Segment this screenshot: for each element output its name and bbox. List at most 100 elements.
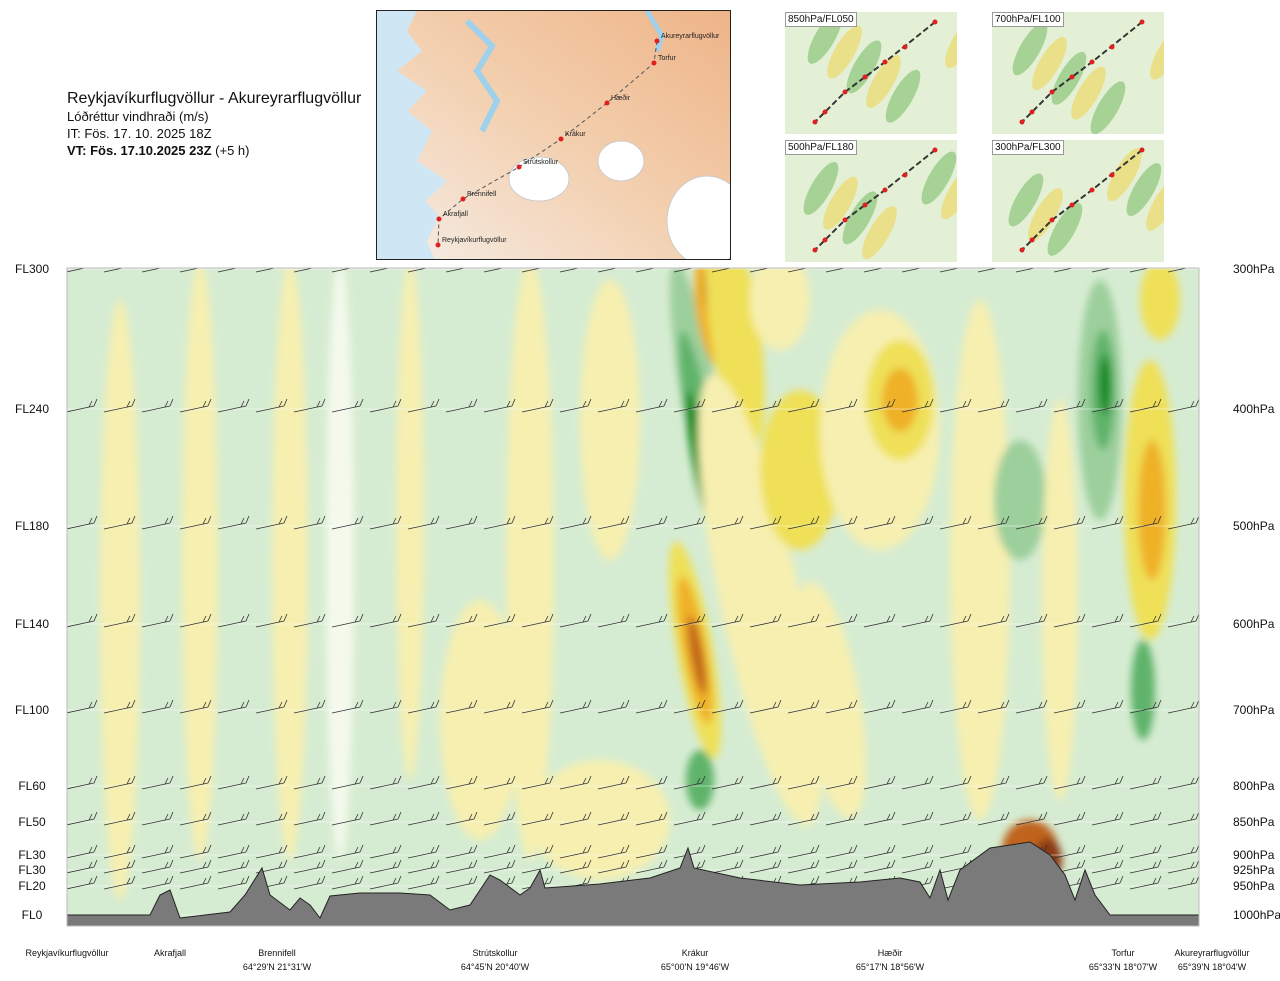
route-path	[437, 40, 658, 246]
thumb-waypoint	[932, 19, 938, 25]
wind-barb	[787, 699, 820, 714]
pressure-label: 700hPa	[1233, 703, 1275, 717]
wind-barb	[103, 613, 136, 628]
wind-barb	[179, 613, 212, 628]
thumb-waypoint	[842, 217, 848, 223]
wind-barb	[673, 811, 706, 826]
wind-barb	[217, 268, 239, 273]
route-map: Akureyrarflugvöllur Torfur Hæðir Krákur Strú…	[376, 10, 731, 260]
wind-barb	[597, 268, 619, 273]
wind-barb	[483, 699, 516, 714]
thumb-waypoint	[1089, 59, 1095, 65]
flight-level-label: FL30	[18, 848, 46, 862]
wind-barb	[787, 811, 820, 826]
wind-barb	[445, 859, 478, 874]
wind-barb	[939, 811, 972, 826]
thumb-waypoint	[932, 147, 938, 153]
pressure-label: 800hPa	[1233, 779, 1275, 793]
wind-barb	[141, 811, 174, 826]
wind-barb	[407, 398, 440, 413]
pressure-label: 400hPa	[1233, 402, 1275, 416]
wind-barb	[103, 844, 136, 859]
wind-barb	[597, 515, 630, 530]
wind-barb	[293, 398, 326, 413]
wind-barb	[293, 515, 326, 530]
thumb-waypoint	[902, 172, 908, 178]
wind-barb	[445, 875, 478, 890]
flight-level-label: FL0	[22, 908, 43, 922]
wind-barb	[901, 811, 934, 826]
wind-barb	[293, 811, 326, 826]
thumb-contour	[827, 25, 862, 79]
wind-barb	[521, 699, 554, 714]
wind-barb	[939, 398, 972, 413]
waypoint-label: Strútskollur	[523, 159, 559, 166]
wind-barb	[331, 859, 364, 874]
wind-barb	[825, 811, 858, 826]
wind-barb	[67, 613, 98, 628]
velocity-contour	[100, 300, 140, 900]
thumb-contour	[1090, 81, 1126, 134]
wind-barb	[217, 811, 250, 826]
thumb-contour	[1012, 22, 1048, 76]
wind-barb	[1129, 859, 1162, 874]
thumbnail-850hpa[interactable]: 850hPa/FL050	[785, 12, 957, 134]
wind-barb	[369, 613, 402, 628]
thumbnail-300hpa[interactable]: 300hPa/FL300	[992, 140, 1164, 262]
wind-barb	[1091, 811, 1124, 826]
wind-barb	[749, 859, 782, 874]
wind-barb	[825, 398, 858, 413]
wind-barb	[787, 398, 820, 413]
pressure-label: 850hPa	[1233, 815, 1275, 829]
valid-offset: (+5 h)	[215, 143, 250, 158]
wind-barb	[521, 268, 543, 273]
wind-barb	[1053, 398, 1086, 413]
glacier-langjokull	[508, 156, 570, 202]
wind-barb	[1091, 875, 1124, 890]
wind-barb	[863, 699, 896, 714]
flight-level-label: FL30	[18, 863, 46, 877]
thumb-waypoint	[1049, 89, 1055, 95]
wind-barb	[787, 268, 809, 273]
thumb-contour	[1008, 173, 1044, 227]
thumb-route	[814, 21, 936, 123]
vertical-velocity-field	[100, 268, 1180, 900]
flight-level-label: FL60	[18, 779, 46, 793]
velocity-contour	[182, 268, 218, 860]
wind-barb	[597, 699, 630, 714]
wind-barb	[977, 268, 999, 273]
wind-barb	[407, 875, 440, 890]
wind-barb	[1053, 268, 1075, 273]
location-label: Torfur	[1111, 948, 1134, 958]
location-label: Reykjavíkurflugvöllur	[25, 948, 108, 958]
thumbnail-label: 700hPa/FL100	[992, 12, 1064, 27]
waypoint-marker	[654, 38, 660, 44]
wind-barb	[1015, 515, 1048, 530]
wind-barb	[103, 859, 136, 874]
init-time: IT: Fös. 17. 10. 2025 18Z	[67, 126, 212, 141]
waypoint-label: Torfur	[658, 55, 677, 62]
wind-barb	[331, 699, 364, 714]
thumbnail-500hpa[interactable]: 500hPa/FL180	[785, 140, 957, 262]
wind-barb	[141, 875, 174, 890]
wind-barb	[711, 398, 744, 413]
chart-subtitle: Lóðréttur vindhraði (m/s)	[67, 109, 209, 124]
wind-barb	[369, 811, 402, 826]
thumbnail-700hpa[interactable]: 700hPa/FL100	[992, 12, 1164, 134]
location-label: Akrafjall	[154, 948, 186, 958]
thumb-contour	[1150, 26, 1164, 80]
wind-barb	[977, 398, 1010, 413]
flight-level-label: FL140	[15, 617, 49, 631]
terrain-profile	[67, 841, 1199, 926]
velocity-contour	[440, 600, 520, 840]
wind-barb	[1053, 613, 1086, 628]
wind-barb	[103, 811, 136, 826]
wind-barb	[977, 613, 1010, 628]
wind-barb	[825, 844, 858, 859]
wind-barb	[369, 859, 402, 874]
thumb-route	[814, 149, 936, 251]
wind-barb	[749, 398, 782, 413]
wind-barb	[217, 699, 250, 714]
wind-barb	[559, 515, 592, 530]
wind-barb	[255, 699, 288, 714]
